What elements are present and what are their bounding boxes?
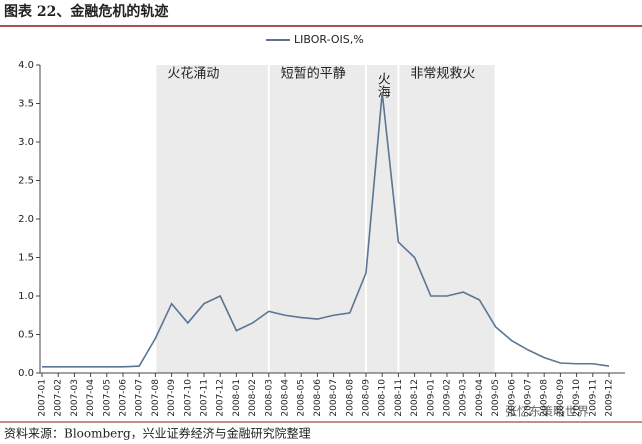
x-tick-label: 2009-04 (475, 379, 485, 417)
x-tick-label: 2007-11 (200, 379, 210, 417)
x-tick-label: 2008-10 (378, 379, 388, 417)
region-label: 火海 (375, 72, 391, 98)
x-tick-label: 2007-07 (135, 379, 145, 417)
y-tick-label: 2.0 (18, 214, 34, 225)
region (156, 65, 268, 373)
x-tick-label: 2008-07 (329, 379, 339, 417)
legend-label: LIBOR-OIS,% (294, 33, 364, 46)
x-tick-label: 2009-02 (443, 379, 453, 417)
x-tick-label: 2009-09 (556, 379, 566, 417)
y-tick-label: 2.5 (18, 176, 34, 187)
x-tick-label: 2007-12 (216, 379, 226, 417)
x-tick-label: 2009-08 (540, 379, 550, 417)
x-tick-label: 2009-01 (426, 379, 436, 417)
region-label: 短暂的平静 (281, 66, 346, 82)
region-label: 火花涌动 (167, 66, 219, 82)
x-tick-label: 2007-08 (151, 379, 161, 417)
source: 资料来源：Bloomberg，兴业证券经济与金融研究院整理 (4, 426, 311, 441)
y-tick-label: 1.0 (18, 291, 34, 302)
x-tick-label: 2009-03 (459, 379, 469, 417)
y-tick-label: 1.5 (18, 253, 34, 264)
x-tick-label: 2008-06 (313, 379, 323, 417)
y-tick-label: 0.0 (18, 368, 34, 379)
x-tick-label: 2009-07 (524, 379, 534, 417)
x-tick-label: 2008-12 (410, 379, 420, 417)
x-tick-label: 2008-04 (281, 379, 291, 417)
x-tick-label: 2009-05 (491, 379, 501, 417)
region (367, 65, 398, 373)
x-tick-label: 2009-06 (507, 379, 517, 417)
y-tick-label: 0.5 (18, 330, 34, 341)
chart-title: 图表 22、金融危机的轨迹 (4, 3, 168, 20)
watermark: 张忆东策略世界 (505, 404, 589, 419)
x-tick-label: 2007-03 (70, 379, 80, 417)
x-tick-label: 2008-11 (394, 379, 404, 417)
x-tick-label: 2008-02 (248, 379, 258, 417)
x-tick-label: 2009-10 (572, 379, 582, 417)
x-tick-label: 2007-10 (183, 379, 193, 417)
x-tick-label: 2008-05 (297, 379, 307, 417)
y-tick-label: 4.0 (18, 60, 34, 71)
x-tick-label: 2008-08 (345, 379, 355, 417)
x-tick-label: 2007-09 (167, 379, 177, 417)
x-tick-label: 2007-01 (38, 379, 48, 417)
y-tick-label: 3.0 (18, 137, 34, 148)
y-tick-label: 3.5 (18, 99, 34, 110)
x-tick-label: 2008-09 (362, 379, 372, 417)
x-tick-label: 2007-02 (54, 379, 64, 417)
x-tick-label: 2007-04 (86, 379, 96, 417)
x-tick-label: 2007-06 (119, 379, 129, 417)
series-line (42, 92, 610, 368)
x-tick-label: 2007-05 (102, 379, 112, 417)
region-label: 非常规救火 (410, 66, 475, 82)
x-tick-label: 2009-12 (605, 379, 615, 417)
x-tick-label: 2009-11 (588, 379, 598, 417)
x-tick-label: 2008-01 (232, 379, 242, 417)
region (269, 65, 365, 373)
region (399, 65, 495, 373)
x-tick-label: 2008-03 (264, 379, 274, 417)
